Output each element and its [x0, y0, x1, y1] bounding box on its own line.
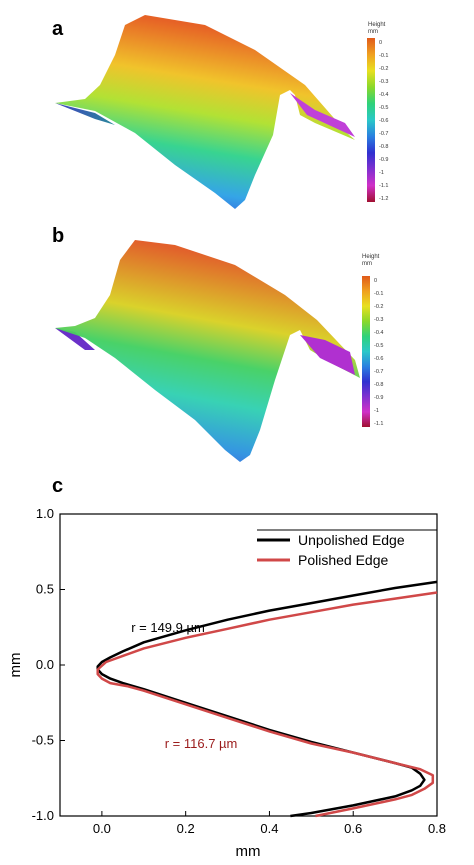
panel-b-colorbar-tick: -1.1 — [374, 421, 383, 427]
panel-a-colorbar-tick: -0.3 — [379, 79, 388, 85]
panel-b-right-flap — [300, 335, 355, 375]
legend-label-polished: Polished Edge — [298, 552, 389, 568]
panel-a-colorbar: 0 -0.1 -0.2 -0.3 -0.4 -0.5 -0.6 -0.7 -0.8 -0.9 -1 -… — [367, 38, 388, 202]
panel-a-surface-plot — [55, 15, 355, 209]
panel-a-colorbar-tick: -0.7 — [379, 131, 388, 137]
panel-a-colorbar-tick: -0.2 — [379, 66, 388, 72]
panel-a-left-flap — [55, 103, 115, 125]
legend: Unpolished Edge Polished Edge — [257, 529, 437, 568]
panel-b-colorbar-tick: -0.6 — [374, 356, 383, 362]
y-axis-label: mm — [7, 653, 24, 678]
panel-a-colorbar-tick: -0.5 — [379, 105, 388, 111]
y-tick-label: 0.0 — [36, 657, 54, 672]
legend-label-unpolished: Unpolished Edge — [298, 532, 405, 548]
panel-b-surface-plot — [55, 240, 360, 462]
panel-a-right-flap — [290, 93, 355, 137]
panel-b-colorbar-tick: -0.8 — [374, 382, 383, 388]
panel-b-ridge-face — [55, 240, 360, 462]
panel-b-colorbar-tick: -0.7 — [374, 369, 383, 375]
panel-b-colorbar-gradient — [362, 276, 370, 427]
panel-b-label: b — [52, 225, 65, 247]
panel-a-label: a — [52, 18, 64, 40]
panel-a-ridge-face — [55, 15, 355, 209]
panel-b-colorbar-tick: 0 — [374, 278, 377, 284]
panel-c-line-chart: 0.0 0.2 0.4 0.6 0.8 1.0 0.5 0.0 -0.5 -1.0 Unpolis… — [7, 506, 446, 860]
panel-a-colorbar-title: Height mm — [368, 22, 386, 35]
y-tick-label: 0.5 — [36, 582, 54, 597]
panel-b-colorbar-tick: -0.1 — [374, 291, 383, 297]
x-tick-label: 0.4 — [260, 821, 278, 836]
panel-b-colorbar-tick: -0.9 — [374, 395, 383, 401]
panel-b-left-flap — [55, 328, 95, 350]
panel-a-colorbar-gradient — [367, 38, 375, 202]
annotation-unpolished-radius: r = 149.9 µm — [131, 620, 205, 635]
panel-b-colorbar: 0 -0.1 -0.2 -0.3 -0.4 -0.5 -0.6 -0.7 -0.8 -0.9 -1 -… — [362, 276, 383, 427]
annotation-polished-radius: r = 116.7 µm — [165, 736, 238, 751]
panel-a-colorbar-tick: -0.9 — [379, 157, 388, 163]
x-tick-label: 0.8 — [428, 821, 446, 836]
panel-a-colorbar-tick: -1 — [379, 170, 384, 176]
panel-b-colorbar-tick: -0.3 — [374, 317, 383, 323]
x-tick-label: 0.2 — [177, 821, 195, 836]
panel-c-label: c — [52, 475, 64, 497]
x-axis-label: mm — [236, 843, 261, 860]
panel-b-colorbar-tick: -0.4 — [374, 330, 383, 336]
x-tick-label: 0.6 — [344, 821, 362, 836]
y-tick-label: -0.5 — [32, 733, 54, 748]
panel-a-colorbar-tick: -0.6 — [379, 118, 388, 124]
panel-a-colorbar-tick: -1.1 — [379, 183, 388, 189]
panel-b-colorbar-tick: -0.5 — [374, 343, 383, 349]
panel-a-colorbar-tick: 0 — [379, 40, 382, 46]
y-tick-label: 1.0 — [36, 506, 54, 521]
series-unpolished-edge — [96, 580, 438, 818]
panel-b-colorbar-tick: -0.2 — [374, 304, 383, 310]
panel-b-colorbar-tick: -1 — [374, 408, 379, 414]
series-polished-edge — [96, 591, 438, 818]
panel-b-colorbar-title: Height mm — [362, 254, 380, 267]
panel-a-colorbar-tick: -0.1 — [379, 53, 388, 59]
panel-a-colorbar-tick: -1.2 — [379, 196, 388, 202]
x-tick-label: 0.0 — [93, 821, 111, 836]
panel-a-colorbar-tick: -0.4 — [379, 92, 388, 98]
panel-a-colorbar-tick: -0.8 — [379, 144, 388, 150]
y-tick-label: -1.0 — [32, 808, 54, 823]
